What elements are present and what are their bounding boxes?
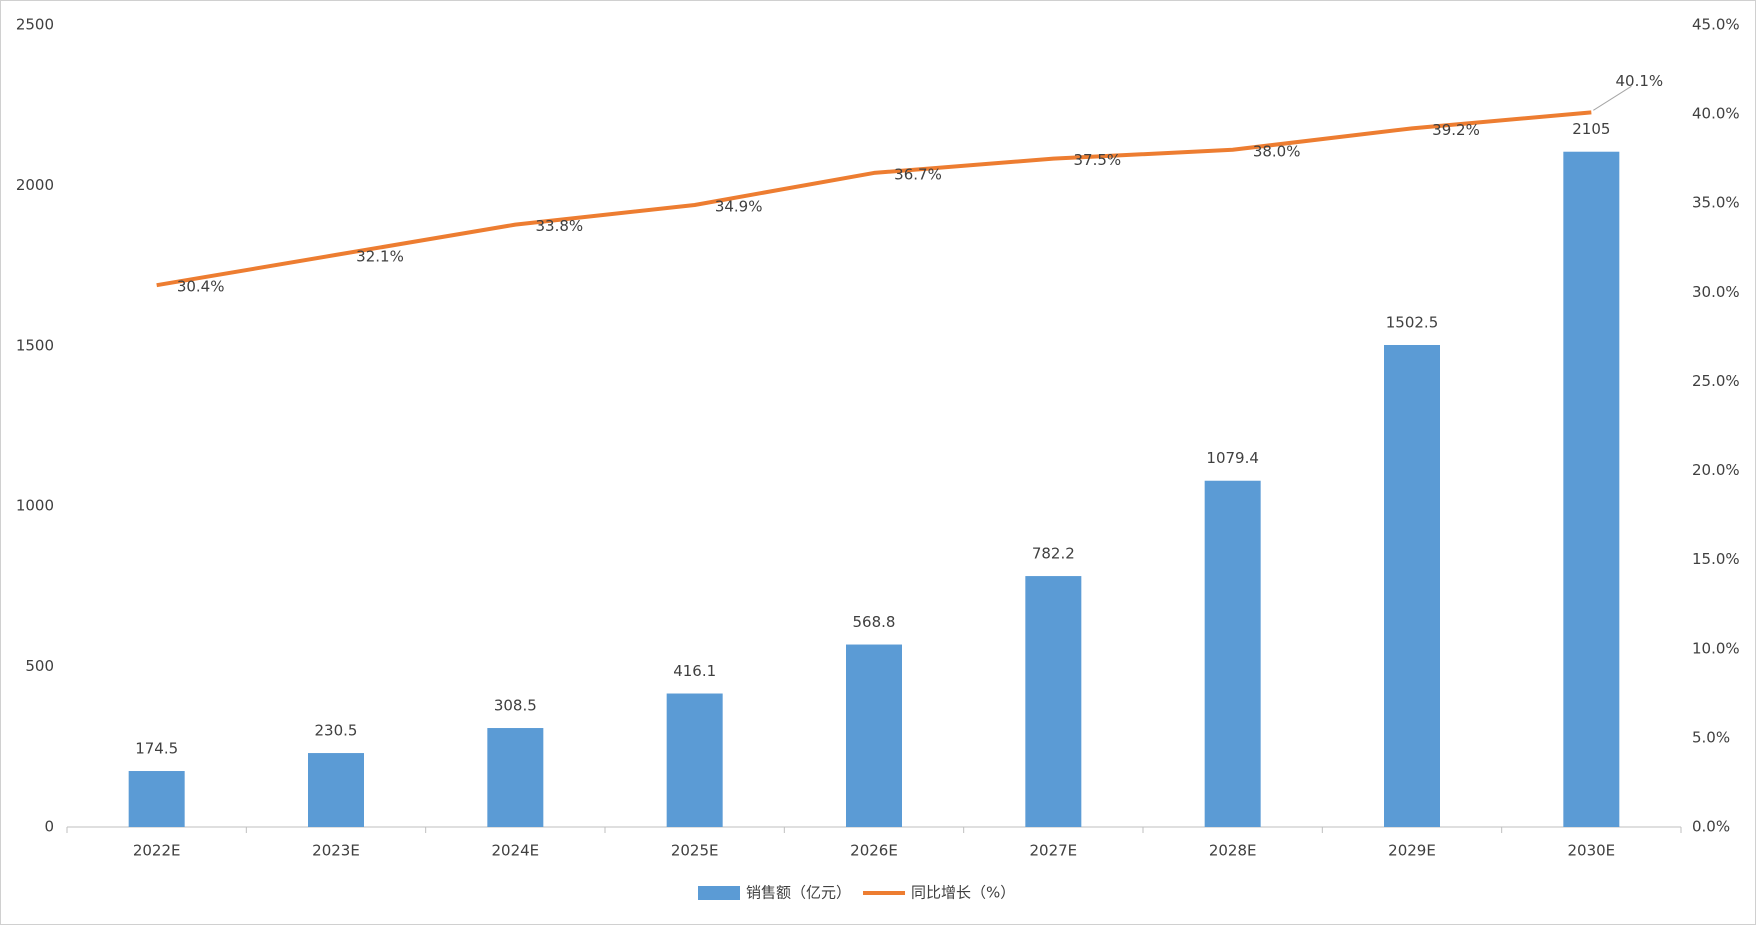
- x-tick-label: 2028E: [1209, 842, 1257, 860]
- bar: [1384, 344, 1440, 827]
- bar: [1563, 151, 1620, 827]
- x-tick-label: 2026E: [850, 842, 898, 860]
- line-value-label: 39.2%: [1432, 121, 1480, 139]
- bar-value-label: 230.5: [315, 722, 358, 740]
- x-tick-label: 2029E: [1388, 842, 1436, 860]
- bar: [487, 728, 544, 827]
- y2-tick-label: 40.0%: [1692, 105, 1740, 123]
- x-tick-label: 2023E: [312, 842, 360, 860]
- legend-label: 销售额（亿元）: [746, 884, 851, 902]
- line-value-label: 34.9%: [715, 198, 763, 216]
- leader-line: [1593, 85, 1632, 111]
- y-tick-label: 0: [44, 818, 54, 836]
- x-tick-label: 2030E: [1568, 842, 1616, 860]
- line-value-label: 30.4%: [177, 278, 225, 296]
- line-value-label: 38.0%: [1253, 142, 1301, 160]
- x-tick-label: 2025E: [671, 842, 719, 860]
- line-value-label: 32.1%: [356, 247, 404, 265]
- bar-value-label: 416.1: [673, 662, 716, 680]
- bar-value-label: 308.5: [494, 697, 537, 715]
- y-tick-label: 1000: [16, 497, 54, 515]
- y-tick-label: 2500: [16, 16, 54, 34]
- legend-swatch: [698, 886, 740, 900]
- bar: [666, 693, 723, 827]
- line-value-label: 33.8%: [536, 217, 584, 235]
- y2-tick-label: 0.0%: [1692, 818, 1730, 836]
- bar: [128, 771, 185, 827]
- y-tick-label: 1500: [16, 336, 54, 354]
- y2-tick-label: 45.0%: [1692, 16, 1740, 34]
- line-value-label: 37.5%: [1074, 151, 1122, 169]
- y2-tick-label: 15.0%: [1692, 550, 1740, 568]
- bar-value-label: 1079.4: [1206, 449, 1259, 467]
- line-value-label: 36.7%: [894, 165, 942, 183]
- x-tick-label: 2027E: [1030, 842, 1078, 860]
- bar: [1204, 480, 1261, 827]
- line: [156, 110, 1592, 288]
- bar: [308, 753, 364, 827]
- bar-value-label: 174.5: [135, 740, 178, 758]
- y2-tick-label: 30.0%: [1692, 283, 1740, 301]
- y2-tick-label: 10.0%: [1692, 639, 1740, 657]
- bar-value-label: 568.8: [853, 613, 896, 631]
- x-tick-label: 2024E: [492, 842, 540, 860]
- y-tick-label: 2000: [16, 176, 54, 194]
- bar-value-label: 2105: [1572, 120, 1610, 138]
- y2-tick-label: 25.0%: [1692, 372, 1740, 390]
- x-tick-label: 2022E: [133, 842, 181, 860]
- y2-tick-label: 5.0%: [1692, 728, 1730, 746]
- bar: [1025, 576, 1082, 827]
- bar: [846, 644, 902, 827]
- legend-label: 同比增长（%）: [911, 884, 1015, 902]
- y2-tick-label: 35.0%: [1692, 194, 1740, 212]
- y-tick-label: 500: [25, 657, 54, 675]
- y2-tick-label: 20.0%: [1692, 461, 1740, 479]
- bar-value-label: 1502.5: [1386, 313, 1439, 331]
- line-value-label: 40.1%: [1616, 72, 1664, 90]
- bar-value-label: 782.2: [1032, 545, 1075, 563]
